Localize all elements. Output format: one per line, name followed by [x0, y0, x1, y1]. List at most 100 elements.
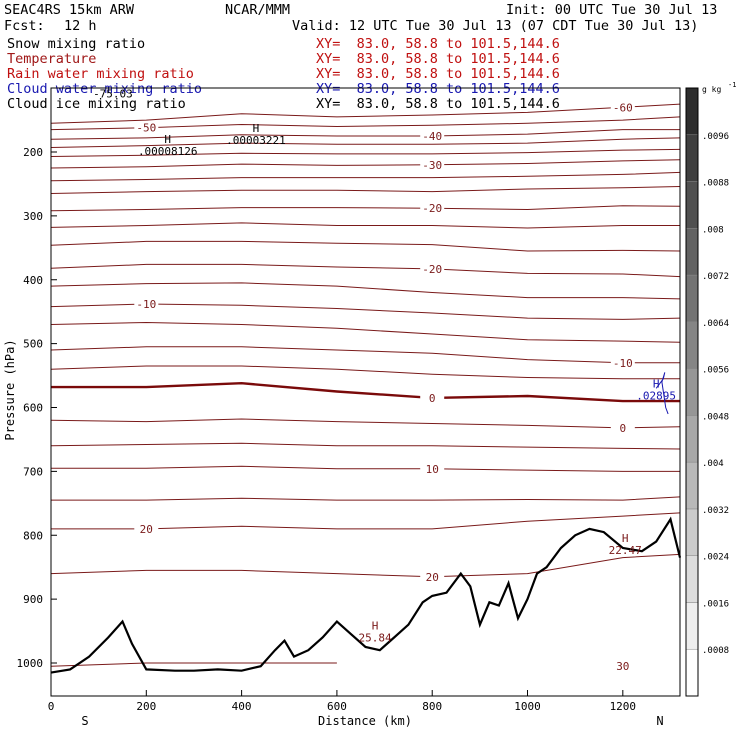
- isotherm-label: -50: [136, 122, 156, 135]
- y-tick-label: 500: [23, 338, 43, 351]
- isotherm-layer: -60 -50 -40 -30 -20 -20 -10 -10 0 0 10 20 20 30: [50, 101, 681, 673]
- colorbar: .0008 .0016 .0024 .0032 .004 .0048 .0056 .0064.…: [685, 81, 736, 697]
- isotherm-line: [51, 496, 681, 501]
- colorbar-swatch: [685, 461, 699, 510]
- colorbar-tick-label: .0016: [702, 599, 729, 609]
- org-label: NCAR/MMM: [225, 2, 291, 18]
- field-cloud-ice-xy: XY= 83.0, 58.8 to 101.5,144.6: [316, 96, 560, 112]
- isotherm-label-bg: [420, 570, 445, 582]
- isotherm-label: 0: [620, 422, 627, 435]
- annotation-layer: H.00008126H.00003221H.02895H25.84H22.47-…: [93, 88, 676, 645]
- axis-layer: 0 200 400 600 800 1000 12002003004005006007008…: [17, 146, 637, 713]
- field-cloud-ice-name: Cloud ice mixing ratio: [7, 96, 186, 112]
- colorbar-swatch: [685, 321, 699, 369]
- colorbar-swatch: [685, 274, 699, 323]
- cloud-water-contour: [655, 372, 669, 415]
- isotherm-line: [50, 137, 681, 148]
- isotherm-label: 20: [140, 523, 153, 536]
- x-tick-label: 0: [48, 700, 55, 713]
- isotherm-label: -10: [613, 357, 633, 370]
- high-marker: H: [622, 532, 629, 545]
- isotherm-label: 10: [426, 463, 439, 476]
- x-tick-label: 400: [232, 700, 252, 713]
- colorbar-frame: [685, 87, 699, 697]
- isotherm-line: [50, 321, 681, 343]
- colorbar-swatch: [685, 555, 699, 603]
- isotherm-label-bg: [610, 660, 635, 672]
- north-label: N: [656, 714, 663, 728]
- isotherm-label: -30: [422, 159, 442, 172]
- y-tick-label: 1000: [17, 657, 44, 670]
- field-rain-name: Rain water mixing ratio: [7, 66, 194, 82]
- isotherm-label-bg: [420, 391, 445, 403]
- isotherm-line: [50, 116, 681, 131]
- colorbar-tick-label: .0096: [702, 132, 729, 142]
- colorbar-swatch: [685, 87, 699, 136]
- plot-frame: [50, 87, 681, 697]
- x-tick-label: 800: [422, 700, 442, 713]
- colorbar-swatch: [685, 181, 699, 229]
- x-tick-label: 200: [136, 700, 156, 713]
- isotherm-label: 0: [429, 392, 436, 405]
- x-tick-label: 1000: [514, 700, 541, 713]
- isotherm-line: [51, 381, 680, 403]
- isotherm-label: -20: [422, 263, 442, 276]
- isotherm-label-bg: [420, 262, 445, 274]
- isotherm-line: [51, 512, 681, 530]
- isotherm-line: [50, 263, 681, 278]
- y-tick-label: 600: [23, 402, 43, 415]
- isotherm-line: [50, 346, 680, 364]
- field-temperature-name: Temperature: [7, 51, 97, 67]
- south-label: S: [81, 714, 88, 728]
- field-rain-xy: XY= 83.0, 58.8 to 101.5,144.6: [316, 66, 560, 82]
- field-temperature-xy: XY= 83.0, 58.8 to 101.5,144.6: [316, 51, 560, 67]
- isotherm-label-bg: [420, 202, 445, 214]
- isotherm-line: [50, 222, 680, 229]
- isotherm-label-bg: [420, 462, 445, 474]
- terrain-line: [50, 516, 682, 674]
- high-marker: H: [164, 133, 171, 146]
- y-tick-label: 300: [23, 210, 43, 223]
- terrain-layer: [50, 372, 682, 674]
- colorbar-unit-exponent: -1: [728, 81, 736, 89]
- isotherm-line: [50, 442, 681, 450]
- forecast-label: Fcst:: [4, 18, 45, 34]
- colorbar-tick-label: .0048: [702, 412, 729, 422]
- isotherm-line: [50, 186, 681, 194]
- colorbar-tick-label: .0056: [702, 366, 729, 376]
- field-snow-name: Snow mixing ratio: [7, 36, 146, 52]
- isotherm-label-bg: [420, 130, 445, 142]
- high-value: 22.47: [609, 544, 642, 557]
- colorbar-swatch: [685, 368, 699, 416]
- isotherm-line: [50, 240, 681, 252]
- colorbar-swatch: [685, 648, 699, 697]
- isotherm-line: [50, 148, 681, 157]
- isotherm-line: [50, 129, 680, 140]
- colorbar-tick-label: .0072: [702, 272, 729, 282]
- y-tick-label: 700: [23, 465, 43, 478]
- forecast-hour: 12 h: [64, 18, 97, 34]
- y-axis-label: Pressure (hPa): [3, 339, 17, 440]
- isotherm-label: -40: [422, 130, 442, 143]
- isotherm-line: [50, 171, 681, 182]
- high-marker: H: [253, 122, 260, 135]
- isotherm-label: -60: [613, 101, 633, 114]
- isotherm-label: 30: [616, 660, 629, 673]
- colorbar-tick-label: .0008: [702, 646, 729, 656]
- isotherm-label: -20: [422, 202, 442, 215]
- colorbar-tick-label: .008: [702, 225, 724, 235]
- x-tick-label: 600: [327, 700, 347, 713]
- isotherm-label-bg: [134, 522, 159, 534]
- isotherm-line: [51, 465, 680, 472]
- colorbar-swatch: [685, 508, 699, 556]
- field-cloud-water-xy: XY= 83.0, 58.8 to 101.5,144.6: [316, 81, 560, 97]
- high-value: 25.84: [358, 632, 391, 645]
- colorbar-tick-label: .0064: [702, 319, 729, 329]
- colorbar-tick-label: .0088: [702, 179, 729, 189]
- init-time: Init: 00 UTC Tue 30 Jul 13: [506, 2, 718, 18]
- x-axis-label: Distance (km): [318, 714, 412, 728]
- y-tick-label: 400: [23, 274, 43, 287]
- valid-time: Valid: 12 UTC Tue 30 Jul 13 (07 CDT Tue …: [292, 18, 699, 34]
- high-value: .00003221: [226, 134, 286, 147]
- isotherm-line: [50, 553, 681, 578]
